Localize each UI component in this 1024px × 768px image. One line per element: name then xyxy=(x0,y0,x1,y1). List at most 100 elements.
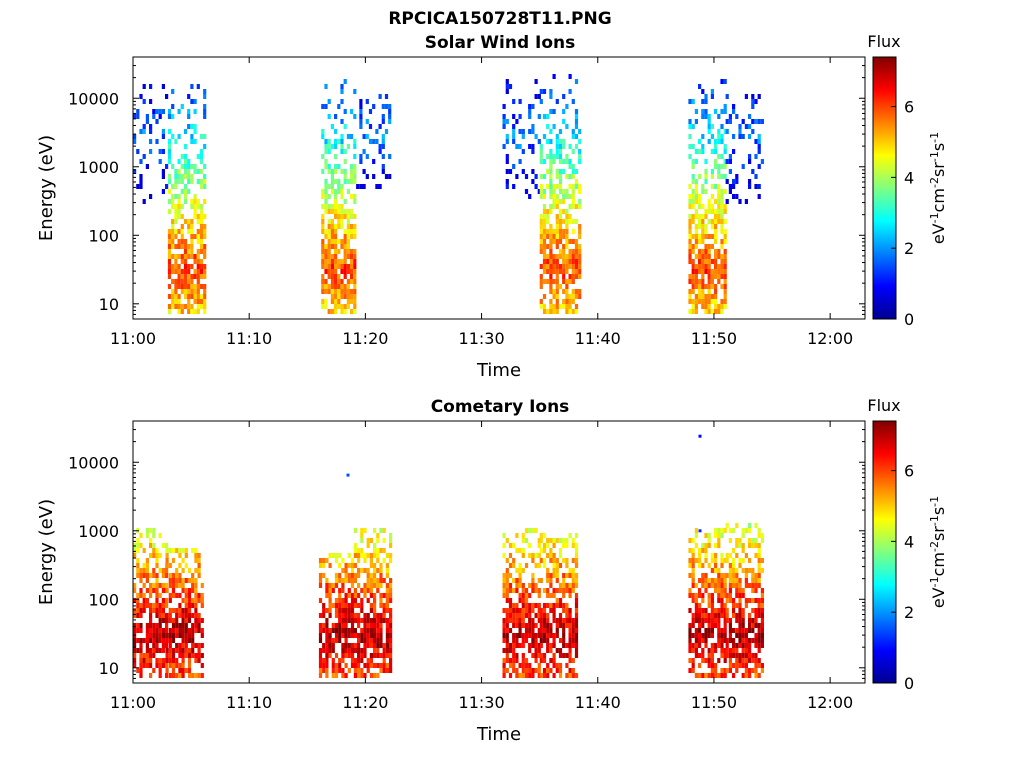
heatmap-cell xyxy=(191,643,195,648)
heatmap-cell xyxy=(338,563,342,568)
heatmap-cell xyxy=(136,149,140,154)
heatmap-cell xyxy=(328,583,332,588)
x-tick-label: 12:00 xyxy=(807,693,853,712)
heatmap-cell xyxy=(158,593,162,598)
heatmap-cell xyxy=(194,603,198,608)
heatmap-cell xyxy=(757,638,761,643)
heatmap-cell xyxy=(174,174,178,179)
heatmap-cell xyxy=(720,214,724,219)
heatmap-cell xyxy=(701,269,705,274)
heatmap-cell xyxy=(562,643,566,648)
heatmap-cell xyxy=(539,219,543,224)
heatmap-cell xyxy=(149,149,153,154)
heatmap-cell xyxy=(760,663,764,668)
heatmap-cell xyxy=(165,598,169,603)
heatmap-cell xyxy=(505,633,509,638)
heatmap-cell xyxy=(158,553,162,558)
heatmap-cell xyxy=(754,623,758,628)
heatmap-cell xyxy=(578,254,582,259)
heatmap-cell xyxy=(340,279,344,284)
heatmap-cell xyxy=(158,603,162,608)
heatmap-cell xyxy=(350,613,355,618)
heatmap-cell xyxy=(196,309,200,314)
heatmap-cell xyxy=(574,613,579,618)
heatmap-cell xyxy=(562,219,566,224)
heatmap-cell xyxy=(528,114,532,119)
heatmap-cell xyxy=(562,543,566,548)
heatmap-cell xyxy=(165,613,169,618)
heatmap-cell xyxy=(337,219,341,224)
heatmap-cell xyxy=(322,558,326,563)
heatmap-cell xyxy=(568,259,572,264)
heatmap-cell xyxy=(155,603,159,608)
heatmap-cell xyxy=(324,284,328,289)
heatmap-cell xyxy=(757,623,761,628)
heatmap-cell xyxy=(549,578,553,583)
heatmap-cell xyxy=(136,543,140,548)
heatmap-cell xyxy=(142,199,146,204)
heatmap-cell xyxy=(191,648,195,653)
heatmap-cell xyxy=(372,104,376,109)
heatmap-cell xyxy=(199,169,204,174)
heatmap-cell xyxy=(178,548,182,553)
heatmap-cell xyxy=(327,269,331,274)
heatmap-cell xyxy=(508,628,513,633)
heatmap-cell xyxy=(136,628,140,633)
heatmap-cell xyxy=(524,603,529,608)
heatmap-cell xyxy=(701,294,705,299)
heatmap-cell xyxy=(565,583,569,588)
heatmap-cell xyxy=(187,648,192,653)
heatmap-cell xyxy=(171,294,175,299)
heatmap-cell xyxy=(184,608,188,613)
heatmap-cell xyxy=(338,618,342,623)
heatmap-cell xyxy=(187,189,191,194)
heatmap-cell xyxy=(381,139,385,144)
heatmap-cell xyxy=(704,99,708,104)
heatmap-cell xyxy=(502,119,506,124)
heatmap-cell xyxy=(338,628,342,633)
heatmap-cell xyxy=(521,598,525,603)
heatmap-cell xyxy=(389,553,393,558)
heatmap-cell xyxy=(193,269,197,274)
heatmap-cell xyxy=(714,219,718,224)
heatmap-cell xyxy=(350,633,355,638)
heatmap-cell xyxy=(741,623,745,628)
heatmap-cell xyxy=(754,643,758,648)
colorbar-tick-label: 2 xyxy=(904,603,914,622)
heatmap-cell xyxy=(691,613,695,618)
heatmap-cell xyxy=(512,618,516,623)
heatmap-cell xyxy=(534,653,538,658)
heatmap-cell xyxy=(552,588,556,593)
heatmap-cell xyxy=(542,219,547,224)
heatmap-cell xyxy=(165,568,169,573)
heatmap-cell xyxy=(171,184,175,189)
heatmap-cell xyxy=(161,628,165,633)
heatmap-cell xyxy=(757,643,761,648)
heatmap-cell xyxy=(152,114,156,119)
heatmap-cell xyxy=(508,573,513,578)
heatmap-cell xyxy=(353,563,357,568)
heatmap-cell xyxy=(528,648,532,653)
heatmap-cell xyxy=(542,269,547,274)
heatmap-cell xyxy=(161,134,165,139)
heatmap-cell xyxy=(720,109,724,114)
heatmap-cell xyxy=(167,174,172,179)
heatmap-cell xyxy=(710,89,714,94)
heatmap-cell xyxy=(701,548,705,553)
heatmap-cell xyxy=(346,229,350,234)
heatmap-cell xyxy=(165,618,169,623)
heatmap-cell xyxy=(341,613,345,618)
heatmap-cell xyxy=(534,668,538,673)
heatmap-cell xyxy=(369,578,373,583)
heatmap-cell xyxy=(717,114,721,119)
y-axis-label: Energy (eV) xyxy=(36,135,57,241)
heatmap-cell xyxy=(558,219,563,224)
heatmap-cell xyxy=(720,254,724,259)
heatmap-cell xyxy=(552,199,556,204)
heatmap-cell xyxy=(357,643,361,648)
heatmap-cell xyxy=(340,194,344,199)
heatmap-cell xyxy=(171,234,175,239)
heatmap-cell xyxy=(754,538,758,543)
heatmap-cell xyxy=(735,538,739,543)
heatmap-cell xyxy=(574,643,579,648)
